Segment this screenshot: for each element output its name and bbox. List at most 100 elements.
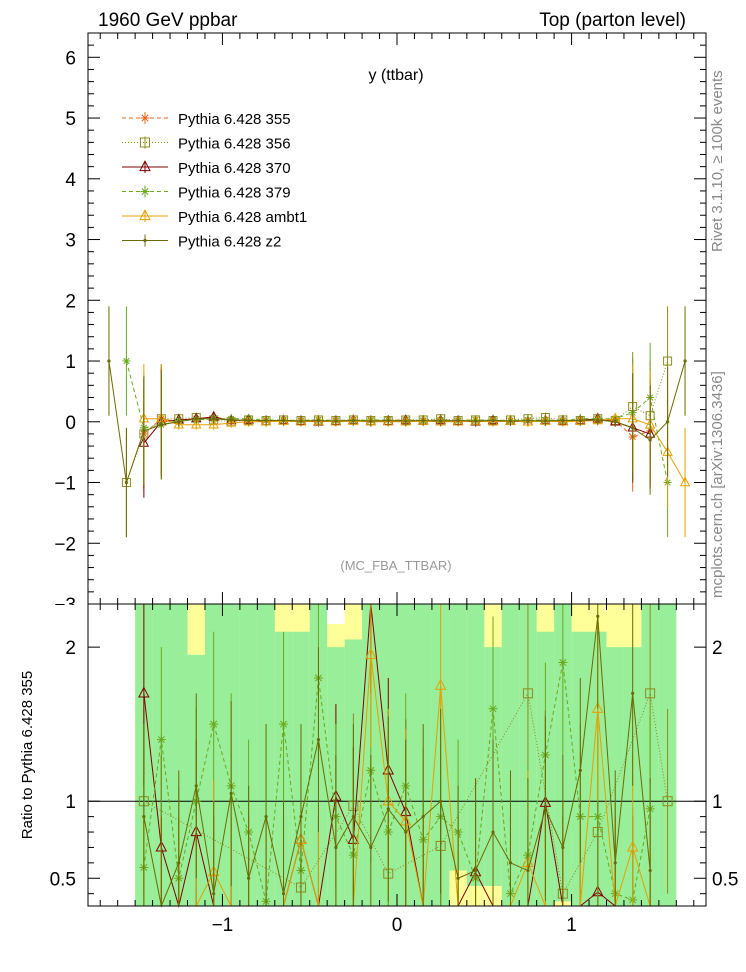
ratio-data-point <box>491 830 495 834</box>
ratio-y-tick-label: 0.5 <box>50 869 76 890</box>
x-tick-label: 0 <box>392 915 403 936</box>
data-point <box>456 418 460 423</box>
data-point <box>648 438 652 442</box>
y-tick-label: 3 <box>65 231 76 252</box>
y-tick-label: 5 <box>65 109 76 130</box>
data-point <box>473 419 478 423</box>
data-point <box>596 418 600 422</box>
ratio-series-line <box>143 662 651 902</box>
y-tick-label: 6 <box>65 48 76 69</box>
main-panel: y (ttbar) (MC_FBA_TTBAR) Pythia 6.428 35… <box>40 32 707 625</box>
ratio-data-point <box>229 791 233 796</box>
data-point <box>683 359 687 363</box>
data-point <box>208 418 219 429</box>
ratio-data-point <box>316 737 321 742</box>
y-tick-label: 4 <box>65 170 76 191</box>
ratio-data-point <box>138 686 150 698</box>
legend-label: Pythia 6.428 370 <box>178 160 291 177</box>
ratio-data-point <box>596 614 600 618</box>
ratio-data-point <box>522 688 533 699</box>
legend-label: Pythia 6.428 z2 <box>178 234 281 251</box>
ratio-data-point <box>488 704 498 714</box>
ratio-axes: 0.5 0.5 1 1 2 2 −1 0 1 <box>50 604 738 936</box>
data-point <box>264 418 268 423</box>
ratio-data-point <box>648 868 652 873</box>
ratio-data-point <box>456 876 460 880</box>
y-tick-label: 2 <box>65 291 76 312</box>
legend-marker <box>139 209 151 221</box>
ratio-data-point <box>439 799 443 803</box>
ratio-data-point <box>662 796 673 807</box>
ratio-y-tick-label-right: 2 <box>712 638 723 659</box>
series-2 <box>138 367 656 498</box>
legend-label: Pythia 6.428 355 <box>178 111 291 128</box>
uncertainty-band-green <box>449 604 467 871</box>
ratio-series-4 <box>142 604 652 908</box>
analysis-watermark: (MC_FBA_TTBAR) <box>340 558 451 573</box>
legend-marker <box>140 187 150 196</box>
legend-marker <box>139 160 151 172</box>
data-point <box>421 418 425 423</box>
legend-marker <box>140 113 150 123</box>
ratio-y-tick-label-right: 1 <box>712 792 723 813</box>
data-point <box>491 418 495 423</box>
series-line <box>143 418 686 483</box>
data-point <box>177 420 181 424</box>
plot-title: y (ttbar) <box>368 67 423 84</box>
ratio-data-point <box>473 868 478 873</box>
data-point <box>247 418 251 423</box>
ratio-data-point <box>526 868 530 873</box>
label-mask <box>40 605 87 625</box>
data-point <box>194 417 198 421</box>
legend-marker <box>140 137 150 148</box>
data-point <box>142 429 146 433</box>
data-point <box>159 423 163 427</box>
ratio-data-point <box>212 892 216 896</box>
series-line <box>108 360 686 483</box>
legend-marker <box>143 238 147 243</box>
legend-label: Pythia 6.428 ambt1 <box>178 209 307 226</box>
header-right-title: Top (parton level) <box>539 10 686 31</box>
data-point <box>386 418 390 423</box>
ratio-data-point <box>421 815 425 819</box>
ratio-y-axis-label: Ratio to Pythia 6.428 355 <box>19 671 36 839</box>
ratio-data-point <box>593 812 603 822</box>
ratio-panel: 0.5 0.5 1 1 2 2 −1 0 1 <box>50 603 738 936</box>
legend-label: Pythia 6.428 356 <box>178 136 291 153</box>
ratio-y-tick-label: 1 <box>65 792 76 813</box>
ratio-data-point <box>247 876 251 880</box>
data-point <box>225 416 237 427</box>
ratio-data-point <box>561 845 565 850</box>
uncertainty-band-green <box>170 604 188 906</box>
ratio-data-point <box>369 845 373 850</box>
ratio-data-point <box>177 861 181 865</box>
data-point <box>543 419 547 423</box>
data-point <box>439 419 443 423</box>
ratio-data-point <box>645 688 656 699</box>
ratio-data-point <box>156 735 166 745</box>
rivet-side-label: Rivet 3.1.10, ≥ 100k events <box>709 70 726 252</box>
data-point <box>369 419 373 423</box>
data-point <box>334 419 338 423</box>
data-point <box>663 356 673 366</box>
data-point <box>229 418 233 422</box>
ratio-plot-area <box>88 603 706 908</box>
y-tick-label: −2 <box>54 534 76 555</box>
main-plot-area <box>107 306 691 538</box>
ratio-data-point <box>334 845 338 850</box>
data-point <box>578 418 582 423</box>
data-point <box>191 418 202 429</box>
x-tick-label: −1 <box>212 915 234 936</box>
ratio-data-point <box>194 784 198 788</box>
uncertainty-band-green <box>501 604 520 906</box>
series-4 <box>138 364 691 538</box>
ratio-data-point <box>351 815 355 819</box>
data-point <box>173 418 185 429</box>
ratio-data-point <box>142 815 146 819</box>
legend-label: Pythia 6.428 379 <box>178 185 291 202</box>
ratio-data-point <box>631 691 635 695</box>
data-point <box>561 418 565 423</box>
ratio-data-point <box>365 647 377 659</box>
